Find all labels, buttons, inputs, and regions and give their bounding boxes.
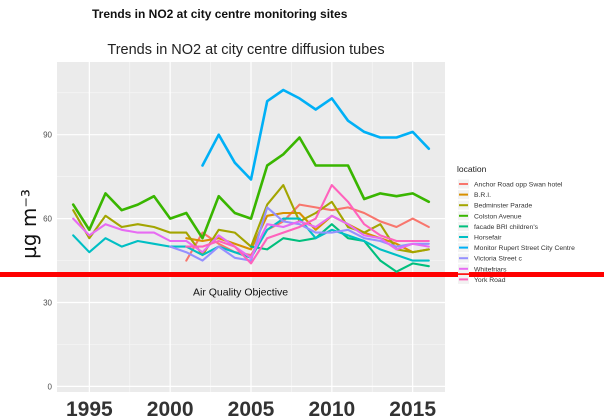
legend-label: York Road — [474, 277, 506, 284]
legend-label: Colston Avenue — [474, 213, 522, 220]
series-line — [72, 214, 430, 259]
legend-label: Horsefair — [474, 235, 502, 242]
x-tick-label: 2010 — [308, 398, 355, 419]
slide-title: Trends in NO2 at city centre monitoring … — [92, 7, 348, 21]
legend-title: location — [457, 164, 487, 174]
legend-label: Bedminster Parade — [474, 203, 532, 210]
x-tick-label: 2000 — [147, 398, 194, 419]
y-tick-label: 30 — [43, 299, 52, 308]
objective-label: Air Quality Objective — [193, 287, 288, 299]
y-tick-label: 60 — [43, 215, 52, 224]
x-tick-label: 2015 — [389, 398, 436, 419]
chart-title: Trends in NO2 at city centre diffusion t… — [107, 42, 384, 58]
series-line — [201, 88, 431, 181]
legend-label: B.R.I. — [474, 192, 491, 199]
series-line — [185, 203, 430, 262]
x-axis-ticks: 1995 2000 2005 2010 2015 — [66, 398, 436, 419]
series-lines — [71, 88, 431, 273]
y-axis-ticks: 0 30 60 90 — [43, 131, 52, 392]
legend-label: Whitefriars — [474, 266, 507, 273]
legend: location Anchor Road opp Swan hotel B.R.I… — [457, 164, 575, 284]
x-tick-label: 2005 — [228, 398, 275, 419]
series-line — [71, 136, 431, 240]
series-line — [185, 184, 430, 265]
grid-major — [57, 62, 445, 392]
legend-label: Victoria Street c — [474, 256, 522, 263]
legend-label: Anchor Road opp Swan hotel — [474, 182, 563, 189]
y-tick-label: 90 — [43, 131, 52, 140]
x-tick-label: 1995 — [66, 398, 113, 419]
y-axis-label: µg m⁻³ — [17, 189, 41, 259]
legend-label: Monitor Rupert Street City Centre — [474, 245, 575, 252]
y-tick-label: 0 — [48, 382, 53, 391]
air-quality-objective: Air Quality Objective — [0, 272, 604, 299]
legend-label: facade BRI children's — [474, 224, 539, 231]
